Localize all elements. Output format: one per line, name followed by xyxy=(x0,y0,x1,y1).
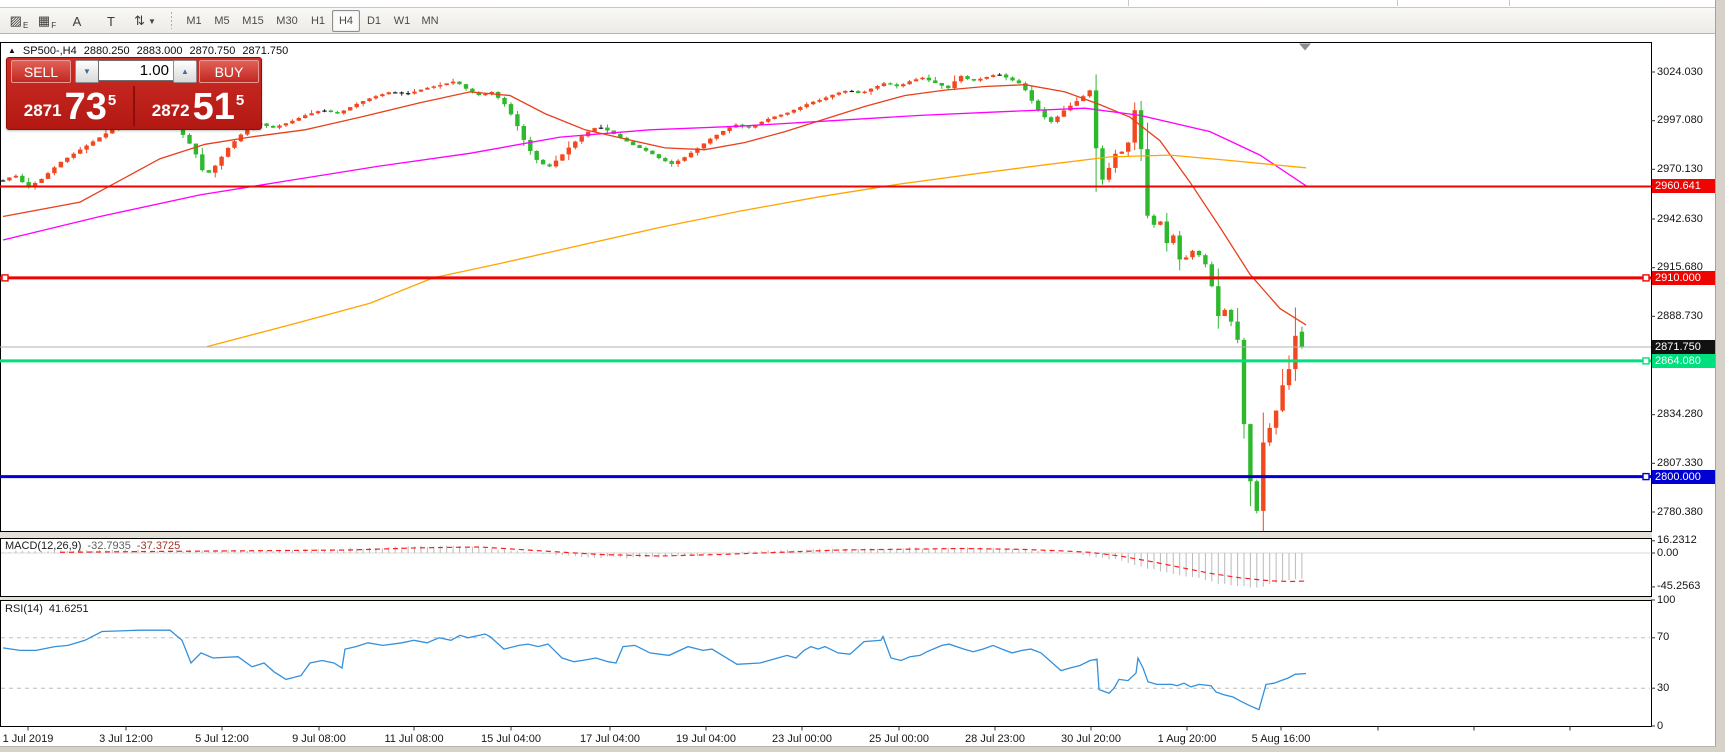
ohlc-open: 2880.250 xyxy=(83,45,130,57)
timeframe-button-MN[interactable]: MN xyxy=(421,15,439,27)
window-bottom-edge xyxy=(0,746,1716,752)
symbol-header: ▲ SP500-,H4 2880.250 2883.000 2870.750 2871.7… xyxy=(8,45,288,57)
rsi-indicator-label: RSI(14) 41.6251 xyxy=(5,603,89,615)
timeframe-button-H1[interactable]: H1 xyxy=(310,15,326,27)
rsi-value: 41.6251 xyxy=(48,603,89,615)
timeframe-button-D1[interactable]: D1 xyxy=(366,15,382,27)
macd-main-value: -32.7935 xyxy=(87,540,131,552)
toolbar-separator xyxy=(171,12,172,29)
macd-pane[interactable] xyxy=(0,538,1652,597)
rsi-name: RSI(14) xyxy=(5,603,43,615)
trade-panel-prices: 2871 73 5 2872 51 5 xyxy=(7,84,261,128)
hline-2910-handle-left[interactable] xyxy=(1,274,9,282)
sell-price[interactable]: 2871 73 5 xyxy=(7,84,133,128)
chart-toolbar: ▨ E ▦ F A T ⇅ ▼ M1 M5 M15 M30 H1 H4 D1 W1 MN xyxy=(0,8,1716,34)
macd-signal-value: -37.3725 xyxy=(136,540,181,552)
ohlc-low: 2870.750 xyxy=(189,45,236,57)
ohlc-close: 2871.750 xyxy=(242,45,289,57)
sell-price-sup: 5 xyxy=(107,92,117,109)
hatch-e-icon[interactable]: ▨ E xyxy=(9,13,29,30)
symbol-name: SP500-,H4 xyxy=(22,45,77,57)
hline-2864-handle-right[interactable] xyxy=(1642,357,1650,365)
sell-price-big: 73 xyxy=(64,86,107,128)
text-label-icon[interactable]: A xyxy=(72,13,82,29)
hline-2910-handle-right[interactable] xyxy=(1642,274,1650,282)
macd-indicator-label: MACD(12,26,9) -32.7935 -37.3725 xyxy=(5,540,180,552)
collapse-triangle-icon[interactable]: ▲ xyxy=(8,46,16,55)
volume-input[interactable] xyxy=(98,60,175,81)
timeframe-button-M15[interactable]: M15 xyxy=(242,15,264,27)
ohlc-high: 2883.000 xyxy=(136,45,183,57)
ma-mid-magenta xyxy=(2,107,1307,241)
macd-signal-line xyxy=(59,546,1307,583)
trade-panel-controls: SELL ▼ ▲ BUY xyxy=(7,58,261,84)
buy-button[interactable]: BUY xyxy=(199,60,259,83)
grid-f-icon[interactable]: ▦ F xyxy=(37,13,57,30)
timeframe-button-M30[interactable]: M30 xyxy=(276,15,298,27)
chrome-divider xyxy=(1397,0,1398,6)
text-box-icon[interactable]: T xyxy=(107,13,115,29)
window-top-edge xyxy=(0,0,1725,8)
volume-decrease-button[interactable]: ▼ xyxy=(75,60,99,83)
buy-price-prefix: 2872 xyxy=(151,101,190,120)
buy-price-sup: 5 xyxy=(235,92,245,109)
buy-price-big: 51 xyxy=(192,86,235,128)
hline-2800-handle-right[interactable] xyxy=(1642,472,1650,481)
pane-splitter[interactable] xyxy=(0,597,1652,600)
timeframe-button-M1[interactable]: M1 xyxy=(186,15,202,27)
sell-button[interactable]: SELL xyxy=(11,60,71,83)
main-chart-pane[interactable] xyxy=(0,42,1652,532)
chrome-divider xyxy=(1509,0,1510,6)
window-right-edge xyxy=(1715,0,1725,752)
chart-shift-marker[interactable] xyxy=(1299,43,1311,51)
swap-arrows-icon[interactable]: ⇅ ▼ xyxy=(134,13,156,28)
sell-price-prefix: 2871 xyxy=(23,101,62,120)
macd-name: MACD(12,26,9) xyxy=(5,540,82,552)
ma-fast-red xyxy=(2,84,1307,326)
pane-splitter[interactable] xyxy=(0,532,1652,538)
ma-slow-orange xyxy=(206,154,1307,348)
buy-price[interactable]: 2872 51 5 xyxy=(135,84,261,128)
volume-increase-button[interactable]: ▲ xyxy=(173,60,197,83)
timeframe-button-W1[interactable]: W1 xyxy=(393,15,411,27)
timeframe-button-M5[interactable]: M5 xyxy=(214,15,230,27)
chrome-divider xyxy=(1128,0,1129,6)
one-click-trade-panel: SELL ▼ ▲ BUY 2871 73 5 2872 51 5 xyxy=(6,57,262,130)
macd-histogram xyxy=(2,545,1303,588)
rsi-pane[interactable] xyxy=(0,600,1652,727)
price-divider xyxy=(133,86,135,126)
timeframe-button-H4[interactable]: H4 xyxy=(332,10,360,32)
rsi-line xyxy=(2,629,1307,711)
